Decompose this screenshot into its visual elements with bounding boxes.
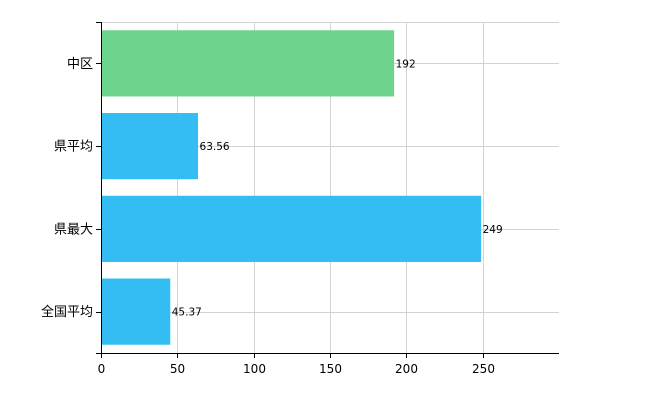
x-tick-label: 50	[170, 362, 185, 376]
category-label: 県平均	[54, 140, 93, 155]
labels: 192 中区 63.56 県平均 249 県最大 45.37 全国平均 0 50 100 150 200…	[41, 57, 503, 376]
x-tick-label: 150	[319, 362, 342, 376]
category-label: 中区	[67, 57, 93, 72]
bars	[101, 30, 482, 345]
value-label: 63.56	[200, 141, 230, 153]
category-label: 県最大	[54, 222, 93, 237]
category-label: 全国平均	[41, 304, 93, 320]
bar	[101, 30, 395, 97]
x-tick-label: 0	[98, 362, 106, 376]
bar	[101, 113, 199, 180]
bar	[101, 278, 171, 345]
axes	[96, 22, 559, 358]
bar	[101, 195, 482, 262]
value-label: 45.37	[172, 307, 202, 319]
x-tick-label: 100	[243, 362, 266, 376]
x-tick-label: 200	[395, 362, 418, 376]
x-tick-label: 250	[472, 362, 495, 376]
value-label: 192	[396, 58, 416, 70]
value-label: 249	[483, 224, 503, 236]
